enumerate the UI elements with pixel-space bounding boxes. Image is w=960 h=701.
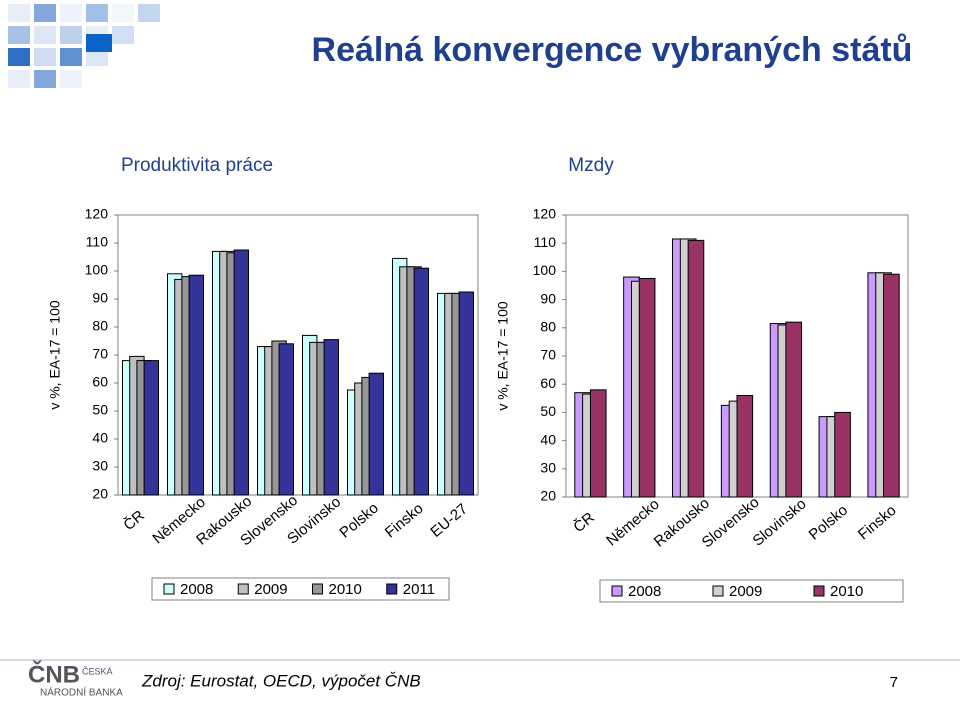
bar <box>323 339 340 496</box>
y-axis-label: v %, EA-17 = 100 <box>47 300 63 410</box>
logo-line2: NÁRODNÍ BANKA <box>40 686 123 699</box>
bar <box>638 277 656 498</box>
x-tick-label: Finsko <box>855 502 900 543</box>
legend-swatch <box>163 583 175 595</box>
deco-square <box>8 70 30 88</box>
y-tick-label: 100 <box>533 262 557 278</box>
legend-swatch <box>386 583 398 595</box>
deco-square <box>60 48 82 66</box>
legend-label: 2008 <box>628 583 661 600</box>
y-tick-label: 60 <box>92 374 108 390</box>
bar <box>143 360 160 496</box>
bar <box>188 274 205 496</box>
bar <box>368 372 385 496</box>
deco-square <box>8 4 30 22</box>
deco-square <box>86 4 108 22</box>
legend-swatch <box>813 585 825 597</box>
x-tick-label: EU-27 <box>427 500 471 540</box>
legend-label: 2010 <box>830 583 863 600</box>
deco-square <box>34 70 56 88</box>
y-tick-label: 50 <box>540 403 556 419</box>
y-tick-label: 30 <box>540 460 556 476</box>
x-tick-label: ČR <box>570 509 598 536</box>
deco-square <box>60 4 82 22</box>
y-tick-label: 80 <box>92 318 108 334</box>
chart-title: Produktivita práce <box>121 155 273 176</box>
x-tick-label: Finsko <box>382 500 427 541</box>
y-tick-label: 60 <box>540 375 556 391</box>
y-tick-label: 40 <box>92 430 108 446</box>
deco-square <box>112 26 134 44</box>
y-tick-label: 90 <box>540 290 556 306</box>
legend-label: 2009 <box>254 581 287 598</box>
y-tick-label: 20 <box>92 486 108 502</box>
source: Zdroj: Eurostat, OECD, výpočet ČNB <box>141 671 421 690</box>
legend-swatch <box>237 583 249 595</box>
deco-square <box>138 4 160 22</box>
y-tick-label: 110 <box>86 234 109 250</box>
bar <box>736 394 754 498</box>
y-tick-label: 70 <box>540 347 556 363</box>
logo-mark: ČNB <box>28 660 80 688</box>
y-tick-label: 80 <box>540 319 556 335</box>
bar <box>278 343 295 496</box>
deco-square <box>86 48 108 66</box>
deco-square <box>86 34 112 52</box>
y-tick-label: 100 <box>85 262 109 278</box>
deco-square <box>34 4 56 22</box>
bar <box>687 239 705 498</box>
slide-title: Reálná konvergence vybraných států <box>312 31 913 69</box>
bar <box>589 389 607 498</box>
y-tick-label: 120 <box>85 206 109 222</box>
legend-swatch <box>712 585 724 597</box>
legend-box <box>599 579 904 603</box>
y-axis-label: v %, EA-17 = 100 <box>495 301 511 411</box>
chart-title: Mzdy <box>568 155 614 176</box>
y-tick-label: 90 <box>92 290 108 306</box>
page-number: 7 <box>890 674 898 691</box>
bar <box>883 273 900 498</box>
y-tick-label: 50 <box>92 402 108 418</box>
deco-square <box>60 26 82 44</box>
bar <box>785 321 802 498</box>
legend-swatch <box>611 585 623 597</box>
y-tick-label: 40 <box>540 431 556 447</box>
y-tick-label: 120 <box>533 206 557 222</box>
legend-swatch <box>312 583 323 595</box>
bar <box>458 291 475 496</box>
deco-square <box>112 4 134 22</box>
y-tick-label: 70 <box>92 346 108 362</box>
y-tick-label: 30 <box>92 458 108 474</box>
deco-square <box>8 48 30 66</box>
deco-square <box>34 48 56 66</box>
bar <box>413 267 430 496</box>
legend-label: 2009 <box>729 583 762 600</box>
bar <box>233 249 250 496</box>
deco-square <box>34 26 56 44</box>
bar <box>834 411 851 498</box>
header-decoration <box>8 4 160 88</box>
legend-label: 2010 <box>329 581 362 598</box>
legend-label: 2008 <box>180 581 213 598</box>
legend-label: 2011 <box>403 581 435 598</box>
legend-box <box>151 577 450 601</box>
deco-square <box>60 70 82 88</box>
x-tick-label: Polsko <box>806 502 851 544</box>
logo-line1: ČESKÁ <box>82 666 113 676</box>
deco-square <box>8 26 30 44</box>
y-tick-label: 20 <box>540 488 556 504</box>
y-tick-label: 110 <box>534 234 557 250</box>
x-tick-label: ČR <box>120 507 148 534</box>
